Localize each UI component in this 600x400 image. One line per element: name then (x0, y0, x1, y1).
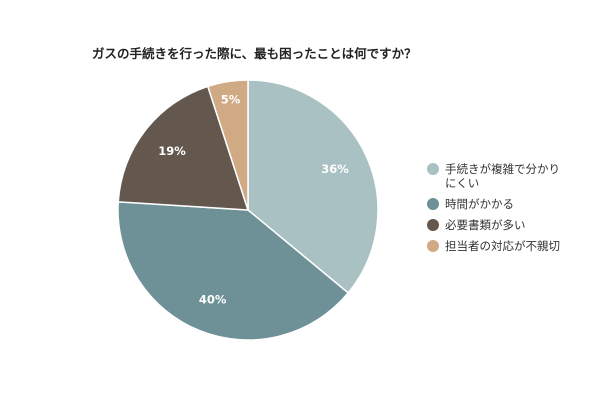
data-label: 40% (199, 292, 227, 306)
legend-label: 時間がかかる (445, 197, 514, 211)
legend-item: 必要書類が多い (427, 218, 597, 232)
chart-title: ガスの手続きを行った際に、最も困ったことは何ですか？ (92, 46, 417, 61)
pie-slice (206, 79, 249, 211)
legend-label: 手続きが複雑で分かりにくい (445, 162, 560, 190)
legend-item: 手続きが複雑で分かりにくい (427, 162, 597, 190)
legend-item: 担当者の対応が不親切 (427, 239, 597, 253)
pie-slice (117, 201, 350, 341)
legend-swatch (427, 219, 439, 231)
data-label: 19% (158, 144, 186, 158)
legend-swatch (427, 240, 439, 252)
legend-swatch (427, 198, 439, 210)
legend: 手続きが複雑で分かりにくい時間がかかる 必要書類が多い担当者の対応が不親切 (427, 162, 597, 260)
legend-swatch (427, 163, 439, 175)
pie-slice (247, 79, 379, 294)
legend-item: 時間がかかる (427, 197, 597, 211)
pie-slice (117, 85, 250, 211)
data-label: 5% (221, 93, 241, 107)
legend-label: 必要書類が多い (445, 218, 526, 232)
legend-label: 担当者の対応が不親切 (445, 239, 560, 253)
data-label: 36% (321, 162, 349, 176)
